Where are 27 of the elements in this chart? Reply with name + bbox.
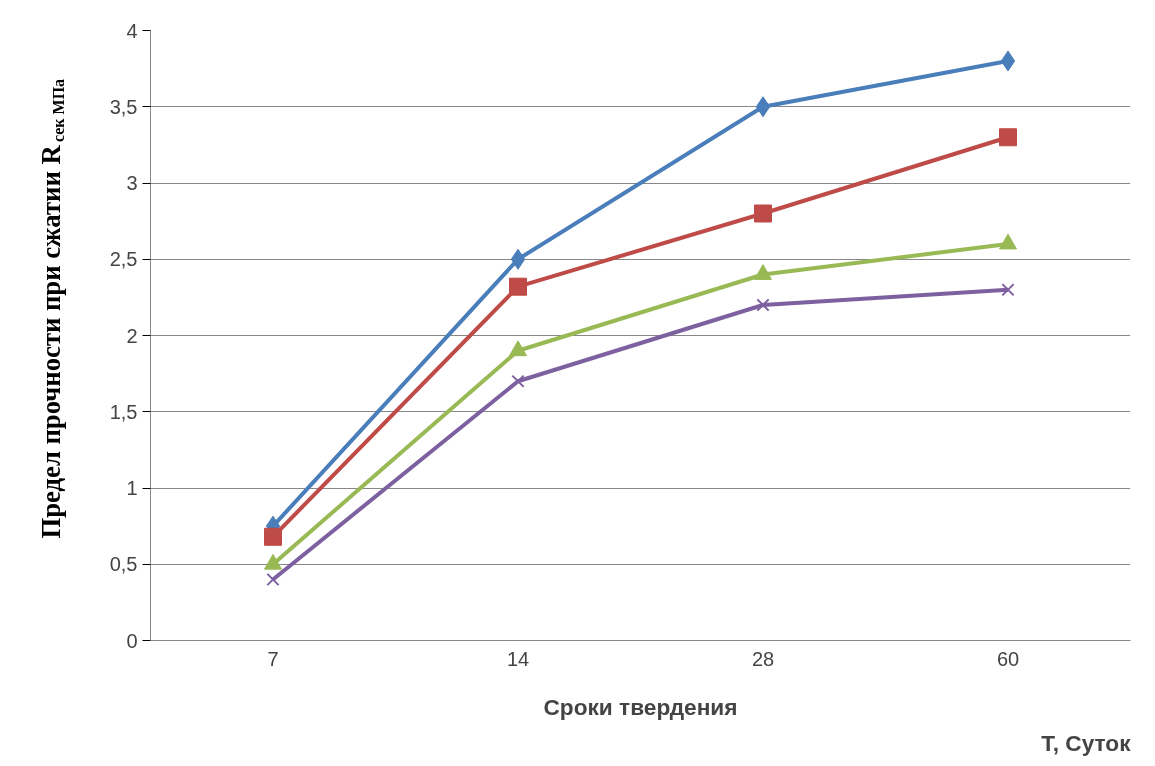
point	[266, 572, 280, 587]
point	[509, 277, 527, 296]
x-tick-label: 60	[996, 647, 1020, 670]
y-tick-label: 2,5	[109, 248, 138, 271]
point	[756, 298, 770, 312]
x-tick-label: 14	[506, 647, 530, 670]
x-tick-label: 28	[751, 647, 775, 670]
x-axis-title: Сроки твердения	[543, 693, 738, 720]
y-tick-label: 4	[126, 19, 138, 42]
y-tick-label: 0	[126, 629, 138, 652]
y-tick-label: 1,5	[109, 400, 138, 423]
text: Т, Суток	[1041, 729, 1132, 756]
point	[999, 128, 1017, 147]
x-tick-label: 7	[267, 647, 279, 670]
point	[511, 374, 525, 388]
point	[264, 527, 282, 546]
point	[754, 204, 772, 223]
point	[755, 96, 771, 118]
y-axis-title: Предел прочности при сжатии Rсек МПа	[35, 78, 67, 539]
y-tick-label: 3,5	[109, 95, 138, 118]
point	[1001, 283, 1015, 297]
y-tick-label: 3	[126, 172, 138, 194]
y-tick-label: 1	[126, 477, 138, 499]
point	[510, 248, 526, 270]
point	[1000, 50, 1016, 72]
y-tick-label: 0,5	[109, 553, 138, 576]
y-tick-label: 2	[126, 324, 138, 347]
